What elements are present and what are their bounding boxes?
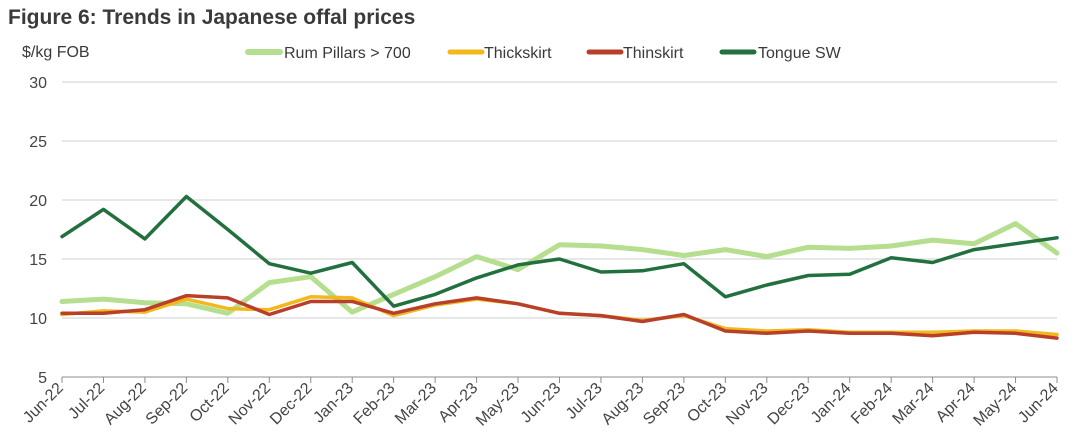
y-tick-label: 10 [29, 311, 47, 328]
x-tick-label: Nov-23 [723, 380, 772, 429]
y-tick-label: 25 [29, 134, 47, 151]
series-line-tongue-sw [60, 194, 1059, 308]
x-tick-label: Dec-23 [765, 380, 814, 429]
x-tick-label: Sep-23 [640, 380, 689, 429]
series-line-rum-pillars-700 [59, 221, 1060, 316]
x-tick-label: Feb-24 [848, 380, 896, 428]
x-tick-label: Nov-22 [226, 380, 275, 429]
x-tick-label: Mar-24 [890, 380, 938, 428]
y-tick-label: 30 [29, 75, 47, 92]
series-line-thinskirt [60, 293, 1059, 340]
y-axis-ticks: 30 25 20 15 10 5 [29, 75, 47, 387]
x-tick-label: Jun-23 [518, 380, 565, 427]
y-tick-label: 15 [29, 252, 47, 269]
x-tick-label: Oct-23 [684, 380, 730, 426]
y-tick-label: 20 [29, 193, 47, 210]
series-lines [59, 194, 1060, 340]
x-tick-label: May-23 [473, 380, 523, 430]
legend-label: Tongue SW [758, 45, 842, 62]
series-line-thickskirt [60, 295, 1059, 337]
x-tick-label: Sep-22 [143, 380, 192, 429]
legend-label: Rum Pillars > 700 [284, 45, 411, 62]
x-tick-label: Mar-23 [392, 380, 440, 428]
grid-lines [62, 81, 1057, 319]
legend-label: Thickskirt [484, 45, 552, 62]
x-tick-label: Aug-23 [599, 380, 648, 429]
x-tick-label: Feb-23 [351, 380, 399, 428]
legend: Rum Pillars > 700 Thickskirt Thinskirt Tong… [245, 45, 842, 62]
x-tick-label: Oct-22 [187, 380, 233, 426]
legend-label: Thinskirt [623, 45, 684, 62]
x-tick-label: Aug-22 [101, 380, 150, 429]
y-tick-label: 5 [38, 370, 47, 387]
x-tick-label: May-24 [971, 380, 1021, 430]
chart-title: Figure 6: Trends in Japanese offal price… [8, 6, 416, 29]
x-tick-label: Jan-23 [310, 380, 357, 427]
y-axis-unit-label: $/kg FOB [22, 44, 90, 61]
x-tick-label: Dec-22 [267, 380, 316, 429]
x-tick-label: Jun-24 [1015, 380, 1062, 427]
x-axis: Jun-22Jul-22Aug-22Sep-22Oct-22Nov-22Dec-… [20, 376, 1062, 430]
x-tick-label: Jan-24 [808, 380, 855, 427]
